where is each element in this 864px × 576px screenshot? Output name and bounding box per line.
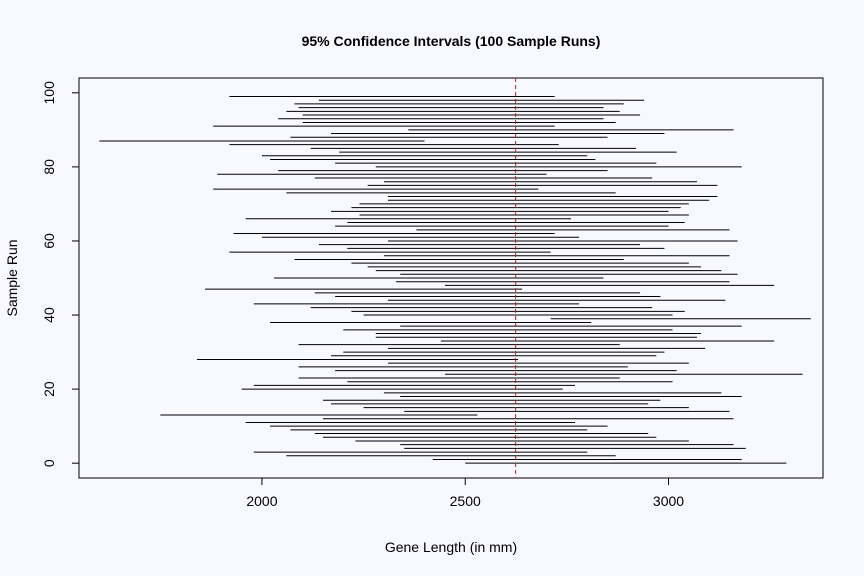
y-tick-label: 100 — [41, 81, 57, 105]
x-axis-label: Gene Length (in mm) — [385, 539, 517, 555]
x-tick-label: 2000 — [246, 493, 277, 509]
y-tick-label: 20 — [41, 381, 57, 397]
y-tick-label: 60 — [41, 233, 57, 249]
plot-frame — [78, 77, 824, 479]
x-tick-label: 2500 — [450, 493, 481, 509]
x-tick-label: 3000 — [653, 493, 684, 509]
y-axis-label: Sample Run — [4, 239, 20, 316]
chart-title: 95% Confidence Intervals (100 Sample Run… — [302, 33, 601, 49]
y-tick-label: 40 — [41, 307, 57, 323]
y-tick-label: 80 — [41, 159, 57, 175]
plot-marks: 2000 2500 3000 0 20 40 60 80 100 — [41, 78, 811, 509]
y-tick-label: 0 — [41, 459, 57, 467]
